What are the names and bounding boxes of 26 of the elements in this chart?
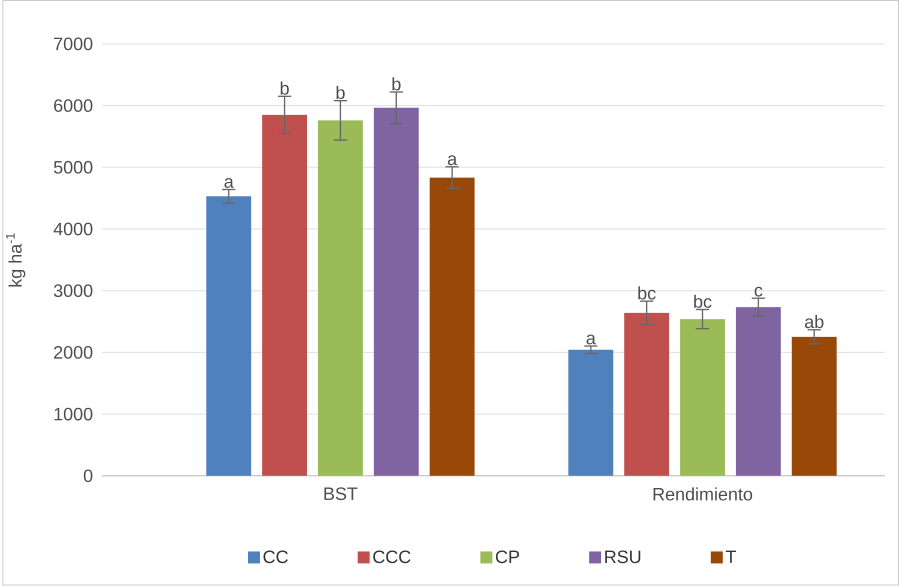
data-label: a	[224, 178, 234, 188]
y-tick-label: 6000	[54, 99, 92, 112]
x-tick-label: Rendimiento	[654, 488, 752, 501]
data-label: bc	[638, 286, 656, 300]
data-label: b	[336, 86, 345, 100]
data-label: a	[586, 334, 596, 345]
legend-label: RSU	[605, 550, 640, 564]
data-label: ab	[805, 315, 824, 328]
y-tick-label: 3000	[54, 284, 92, 298]
y-tick-label: 4000	[54, 222, 92, 236]
y-tick-label: 0	[84, 470, 92, 482]
y-tick-label: 2000	[54, 346, 92, 359]
y-tick-label: 7000	[54, 38, 92, 50]
legend-label: CP	[496, 550, 520, 564]
legend-label: T	[726, 550, 736, 564]
y-tick-label: 1000	[54, 408, 92, 421]
y-tick-label: 5000	[54, 161, 92, 174]
x-tick-label: BST	[324, 488, 358, 500]
data-label: a	[448, 156, 458, 166]
legend-label: CCC	[373, 550, 411, 564]
data-label: b	[392, 77, 401, 91]
data-label: bc	[694, 294, 712, 308]
legend-label: CC	[264, 550, 288, 564]
y-axis-title: kg ha$^{-1}$	[6, 233, 26, 287]
data-label: b	[280, 82, 289, 95]
data-label: c	[754, 287, 762, 297]
